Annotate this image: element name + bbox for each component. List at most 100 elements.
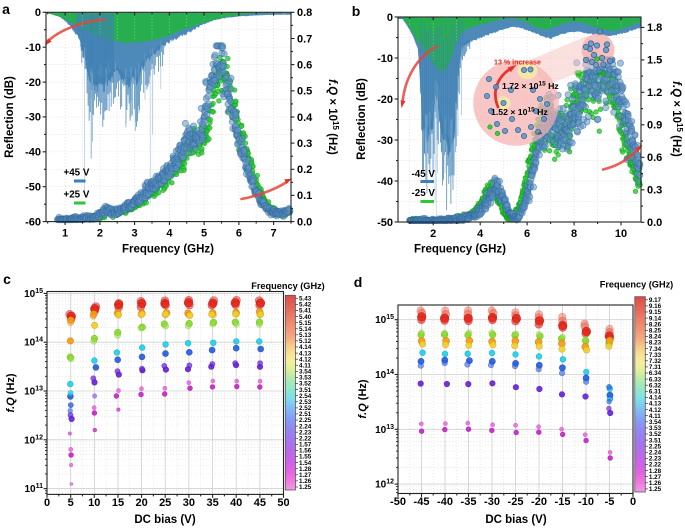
- svg-text:6.32: 6.32: [649, 382, 662, 389]
- svg-text:0.3: 0.3: [297, 138, 312, 150]
- svg-text:45: 45: [254, 497, 266, 509]
- svg-text:2.25: 2.25: [299, 417, 312, 424]
- svg-text:0.9: 0.9: [647, 120, 662, 132]
- svg-text:Frequency (GHz): Frequency (GHz): [122, 244, 214, 256]
- svg-text:Reflection (dB): Reflection (dB): [4, 76, 16, 158]
- svg-text:35: 35: [206, 497, 218, 509]
- svg-text:-50: -50: [377, 217, 393, 229]
- svg-text:1.28: 1.28: [299, 466, 312, 473]
- svg-text:1.56: 1.56: [299, 448, 312, 455]
- svg-text:6.34: 6.34: [649, 370, 662, 377]
- svg-text:0: 0: [630, 496, 636, 508]
- svg-text:-30: -30: [377, 135, 393, 147]
- svg-text:+45 V: +45 V: [64, 168, 90, 179]
- svg-text:3.51: 3.51: [649, 437, 662, 444]
- svg-text:3.53: 3.53: [649, 425, 662, 432]
- svg-text:2.51: 2.51: [299, 411, 312, 418]
- svg-text:3.51: 3.51: [299, 387, 312, 394]
- svg-text:3.52: 3.52: [649, 431, 662, 438]
- svg-text:4.13: 4.13: [299, 350, 312, 357]
- svg-text:20: 20: [135, 497, 147, 509]
- svg-text:0.4: 0.4: [297, 112, 313, 124]
- svg-text:0.7: 0.7: [297, 33, 312, 45]
- svg-text:1.25: 1.25: [299, 484, 312, 491]
- svg-text:-60: -60: [25, 216, 41, 228]
- svg-text:1.72 × 1015 Hz: 1.72 × 1015 Hz: [502, 81, 559, 92]
- svg-text:4.14: 4.14: [649, 395, 662, 402]
- svg-text:f.Q × 1015 (Hz): f.Q × 1015 (Hz): [670, 81, 684, 157]
- svg-text:-10: -10: [25, 42, 41, 54]
- svg-text:2.52: 2.52: [299, 405, 312, 412]
- svg-text:1.55: 1.55: [299, 454, 312, 461]
- svg-text:4.14: 4.14: [299, 344, 312, 351]
- svg-text:3: 3: [132, 228, 138, 240]
- svg-text:2.53: 2.53: [299, 399, 312, 406]
- svg-text:1.26: 1.26: [649, 480, 662, 487]
- svg-text:f.Q (Hz): f.Q (Hz): [357, 379, 369, 418]
- svg-text:4.11: 4.11: [299, 363, 311, 370]
- svg-text:8.23: 8.23: [649, 340, 662, 347]
- svg-text:-30: -30: [25, 112, 41, 124]
- svg-text:9.15: 9.15: [649, 309, 662, 316]
- svg-text:-10: -10: [578, 496, 594, 508]
- svg-text:0.8: 0.8: [297, 7, 312, 19]
- svg-text:8.25: 8.25: [649, 328, 662, 335]
- svg-text:3.52: 3.52: [299, 381, 312, 388]
- svg-text:0.2: 0.2: [297, 164, 312, 176]
- svg-text:2.23: 2.23: [649, 456, 662, 463]
- svg-text:0.6: 0.6: [297, 59, 312, 71]
- svg-text:-25: -25: [508, 496, 524, 508]
- svg-text:10: 10: [88, 497, 100, 509]
- svg-text:50: 50: [277, 497, 289, 509]
- svg-text:5.13: 5.13: [299, 332, 312, 339]
- svg-text:+25 V: +25 V: [64, 190, 90, 201]
- svg-text:2: 2: [430, 228, 436, 240]
- svg-text:5.12: 5.12: [299, 338, 312, 345]
- svg-text:5.43: 5.43: [299, 296, 312, 303]
- svg-text:0.3: 0.3: [647, 185, 662, 197]
- svg-text:-20: -20: [25, 77, 41, 89]
- svg-text:Frequency (GHz): Frequency (GHz): [251, 281, 325, 291]
- svg-text:7.31: 7.31: [649, 364, 662, 371]
- svg-text:Frequency (GHz): Frequency (GHz): [600, 280, 674, 290]
- svg-text:1: 1: [62, 228, 68, 240]
- svg-text:5.41: 5.41: [299, 308, 312, 315]
- svg-text:b: b: [352, 3, 361, 19]
- svg-text:3.54: 3.54: [649, 419, 662, 426]
- svg-text:4: 4: [166, 228, 173, 240]
- svg-text:2.23: 2.23: [299, 429, 312, 436]
- svg-text:5.42: 5.42: [299, 302, 312, 309]
- svg-text:9.14: 9.14: [649, 315, 662, 322]
- svg-text:-10: -10: [377, 53, 393, 65]
- svg-text:a: a: [2, 1, 10, 17]
- svg-text:1.2: 1.2: [647, 87, 662, 99]
- svg-text:-15: -15: [555, 496, 571, 508]
- svg-text:1.26: 1.26: [299, 478, 312, 485]
- svg-text:2.54: 2.54: [299, 393, 312, 400]
- svg-text:1.52 × 1015 Hz: 1.52 × 1015 Hz: [491, 107, 548, 118]
- svg-text:-35: -35: [461, 496, 477, 508]
- svg-text:-40: -40: [25, 147, 41, 159]
- svg-text:5.40: 5.40: [299, 314, 312, 321]
- svg-text:4: 4: [477, 228, 484, 240]
- svg-text:-45: -45: [414, 496, 430, 508]
- svg-text:2.22: 2.22: [649, 462, 662, 469]
- svg-text:-40: -40: [437, 496, 453, 508]
- svg-text:4.11: 4.11: [649, 413, 661, 420]
- svg-text:0.1: 0.1: [297, 190, 312, 202]
- svg-text:0: 0: [387, 12, 393, 24]
- svg-text:1.57: 1.57: [299, 442, 312, 449]
- svg-text:2: 2: [97, 228, 103, 240]
- svg-text:1.27: 1.27: [649, 474, 662, 481]
- svg-text:15: 15: [112, 497, 124, 509]
- svg-text:DC bias (V): DC bias (V): [134, 514, 196, 526]
- svg-text:2.24: 2.24: [649, 450, 662, 457]
- svg-text:0.0: 0.0: [297, 216, 312, 228]
- svg-text:5: 5: [68, 497, 74, 509]
- svg-text:7.34: 7.34: [649, 346, 662, 353]
- svg-text:-40: -40: [377, 176, 393, 188]
- svg-text:0.0: 0.0: [647, 217, 662, 229]
- svg-text:-50: -50: [25, 182, 41, 194]
- svg-text:1.25: 1.25: [649, 486, 662, 493]
- svg-text:9.16: 9.16: [649, 303, 662, 310]
